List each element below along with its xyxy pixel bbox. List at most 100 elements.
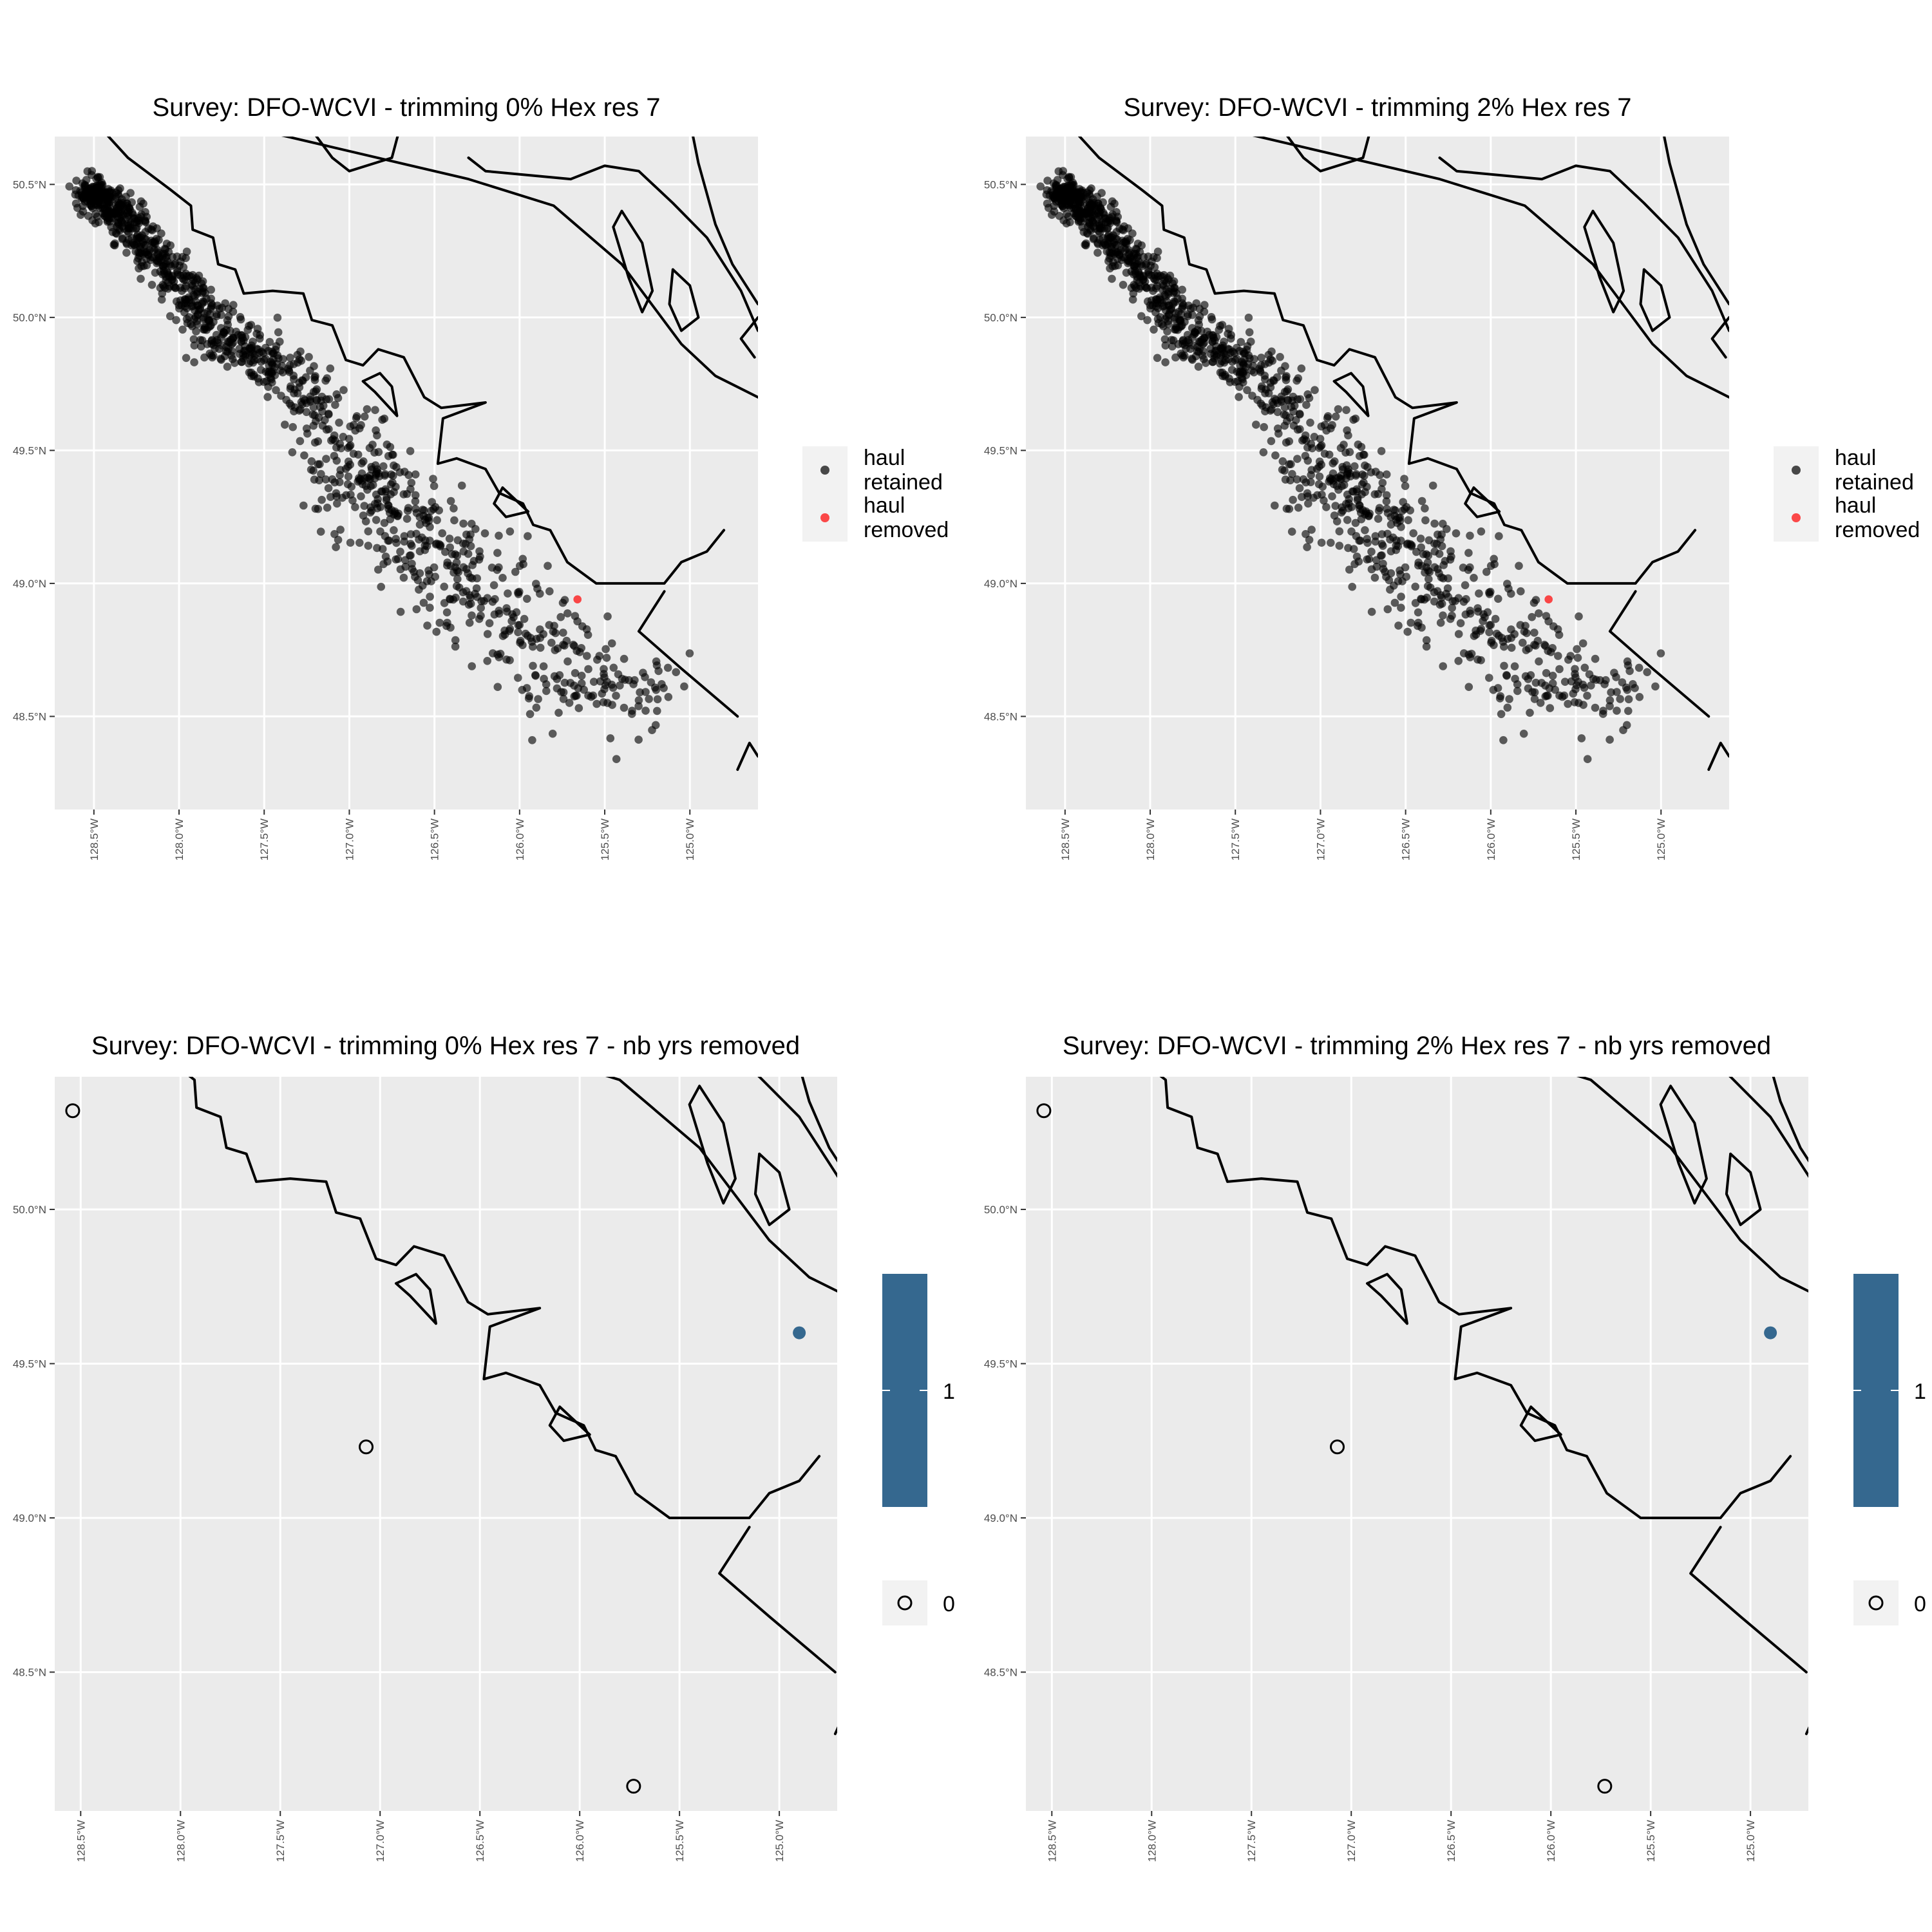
- point-haul-retained: [1055, 212, 1064, 220]
- coastline: [315, 137, 399, 173]
- point-haul-retained: [318, 407, 327, 416]
- point-haul-retained: [571, 668, 580, 677]
- point-haul-retained: [1503, 703, 1512, 712]
- point-haul-retained: [1235, 393, 1243, 401]
- point-haul-retained: [502, 655, 511, 664]
- point-haul-retained: [1430, 547, 1439, 556]
- point-haul-retained: [1208, 357, 1217, 366]
- point-haul-retained: [406, 485, 415, 493]
- coastline: [637, 590, 739, 718]
- point-haul-retained: [223, 363, 232, 371]
- point-haul-retained: [1436, 618, 1445, 627]
- point-haul-retained: [457, 481, 466, 490]
- point-haul-retained: [451, 642, 460, 651]
- point-haul-retained: [309, 403, 318, 412]
- point-haul-retained: [1331, 502, 1340, 510]
- x-tick-label: 125.5°W: [674, 1820, 686, 1862]
- point-haul-retained: [1137, 241, 1146, 250]
- point-haul-retained: [390, 526, 398, 535]
- coastline: [800, 1077, 837, 1163]
- point-haul-retained: [577, 644, 585, 652]
- legend-label: haul: [1835, 446, 1876, 470]
- coastline: [1608, 590, 1710, 718]
- point-haul-retained: [1081, 241, 1090, 250]
- point-haul-retained: [373, 544, 381, 553]
- point-haul-retained: [564, 609, 572, 618]
- point-haul-retained: [1517, 587, 1525, 596]
- point-haul-retained: [73, 204, 82, 213]
- point-haul-retained: [324, 484, 333, 493]
- point-haul-retained: [1360, 450, 1368, 459]
- point-haul-retained: [166, 241, 175, 250]
- point-haul-retained: [1130, 270, 1138, 279]
- point-haul-retained: [1159, 281, 1168, 290]
- point-haul-retained: [1137, 312, 1146, 321]
- point-haul-retained: [592, 699, 601, 708]
- point-haul-retained: [426, 603, 434, 612]
- x-tick-label: 125.0°W: [1655, 819, 1667, 860]
- point-haul-retained: [83, 167, 92, 176]
- point-haul-retained: [200, 325, 209, 334]
- point-haul-retained: [1280, 410, 1288, 419]
- point-haul-retained: [459, 563, 468, 572]
- point-haul-retained: [420, 506, 428, 515]
- point-haul-retained: [158, 249, 167, 258]
- point-haul-retained: [508, 610, 516, 619]
- point-haul-retained: [1144, 252, 1153, 261]
- point-haul-retained: [1643, 668, 1651, 676]
- point-haul-retained: [376, 527, 384, 536]
- coastline: [1659, 1084, 1708, 1205]
- point-haul-retained: [316, 527, 325, 536]
- point-haul-retained: [412, 509, 421, 517]
- point-haul-retained: [536, 625, 544, 634]
- coastline: [668, 268, 700, 332]
- point-haul-retained: [1283, 385, 1293, 393]
- point-haul-retained: [1055, 186, 1064, 195]
- chart-title: Survey: DFO-WCVI - trimming 2% Hex res 7: [1123, 93, 1631, 122]
- point-haul-retained: [1343, 469, 1352, 478]
- point-haul-retained: [276, 337, 284, 346]
- point-haul-retained: [360, 412, 369, 421]
- point-haul-retained: [1297, 364, 1306, 373]
- point-haul-retained: [459, 519, 468, 528]
- point-haul-retained: [1371, 532, 1380, 540]
- point-haul-retained: [1344, 431, 1352, 440]
- point-haul-retained: [392, 555, 400, 564]
- point-haul-retained: [653, 695, 662, 704]
- point-haul-retained: [1533, 636, 1542, 645]
- point-nb-yrs-removed-0: [359, 1439, 374, 1455]
- point-haul-retained: [1507, 625, 1515, 634]
- point-haul-retained: [471, 589, 479, 598]
- point-haul-retained: [560, 678, 569, 687]
- point-haul-retained: [464, 569, 472, 578]
- point-haul-retained: [263, 393, 272, 401]
- point-haul-retained: [1470, 574, 1478, 582]
- point-haul-retained: [228, 347, 236, 355]
- legend-key: [1853, 1580, 1899, 1625]
- legend-label: haul: [864, 493, 905, 518]
- point-haul-retained: [1342, 406, 1350, 414]
- point-haul-retained: [1496, 692, 1505, 701]
- point-haul-retained: [151, 269, 160, 277]
- point-haul-retained: [87, 202, 96, 211]
- point-haul-retained: [1374, 515, 1383, 523]
- point-haul-retained: [1036, 182, 1045, 191]
- point-haul-retained: [1447, 553, 1455, 561]
- point-haul-retained: [1282, 375, 1291, 384]
- point-haul-retained: [1414, 561, 1423, 570]
- y-tick-label: 49.5°N: [13, 444, 46, 457]
- point-haul-retained: [237, 331, 245, 339]
- point-haul-retained: [1273, 399, 1282, 408]
- point-haul-retained: [122, 249, 131, 257]
- point-haul-retained: [370, 448, 379, 457]
- point-haul-retained: [1261, 407, 1269, 415]
- point-haul-retained: [1348, 582, 1356, 591]
- point-haul-retained: [1430, 519, 1439, 528]
- point-haul-retained: [380, 518, 389, 527]
- point-haul-retained: [1382, 491, 1391, 500]
- coastline: [1464, 486, 1501, 518]
- point-haul-retained: [1164, 317, 1172, 325]
- point-nb-yrs-removed-1: [1764, 1326, 1777, 1340]
- point-haul-retained: [1424, 566, 1432, 575]
- point-haul-retained: [173, 268, 182, 277]
